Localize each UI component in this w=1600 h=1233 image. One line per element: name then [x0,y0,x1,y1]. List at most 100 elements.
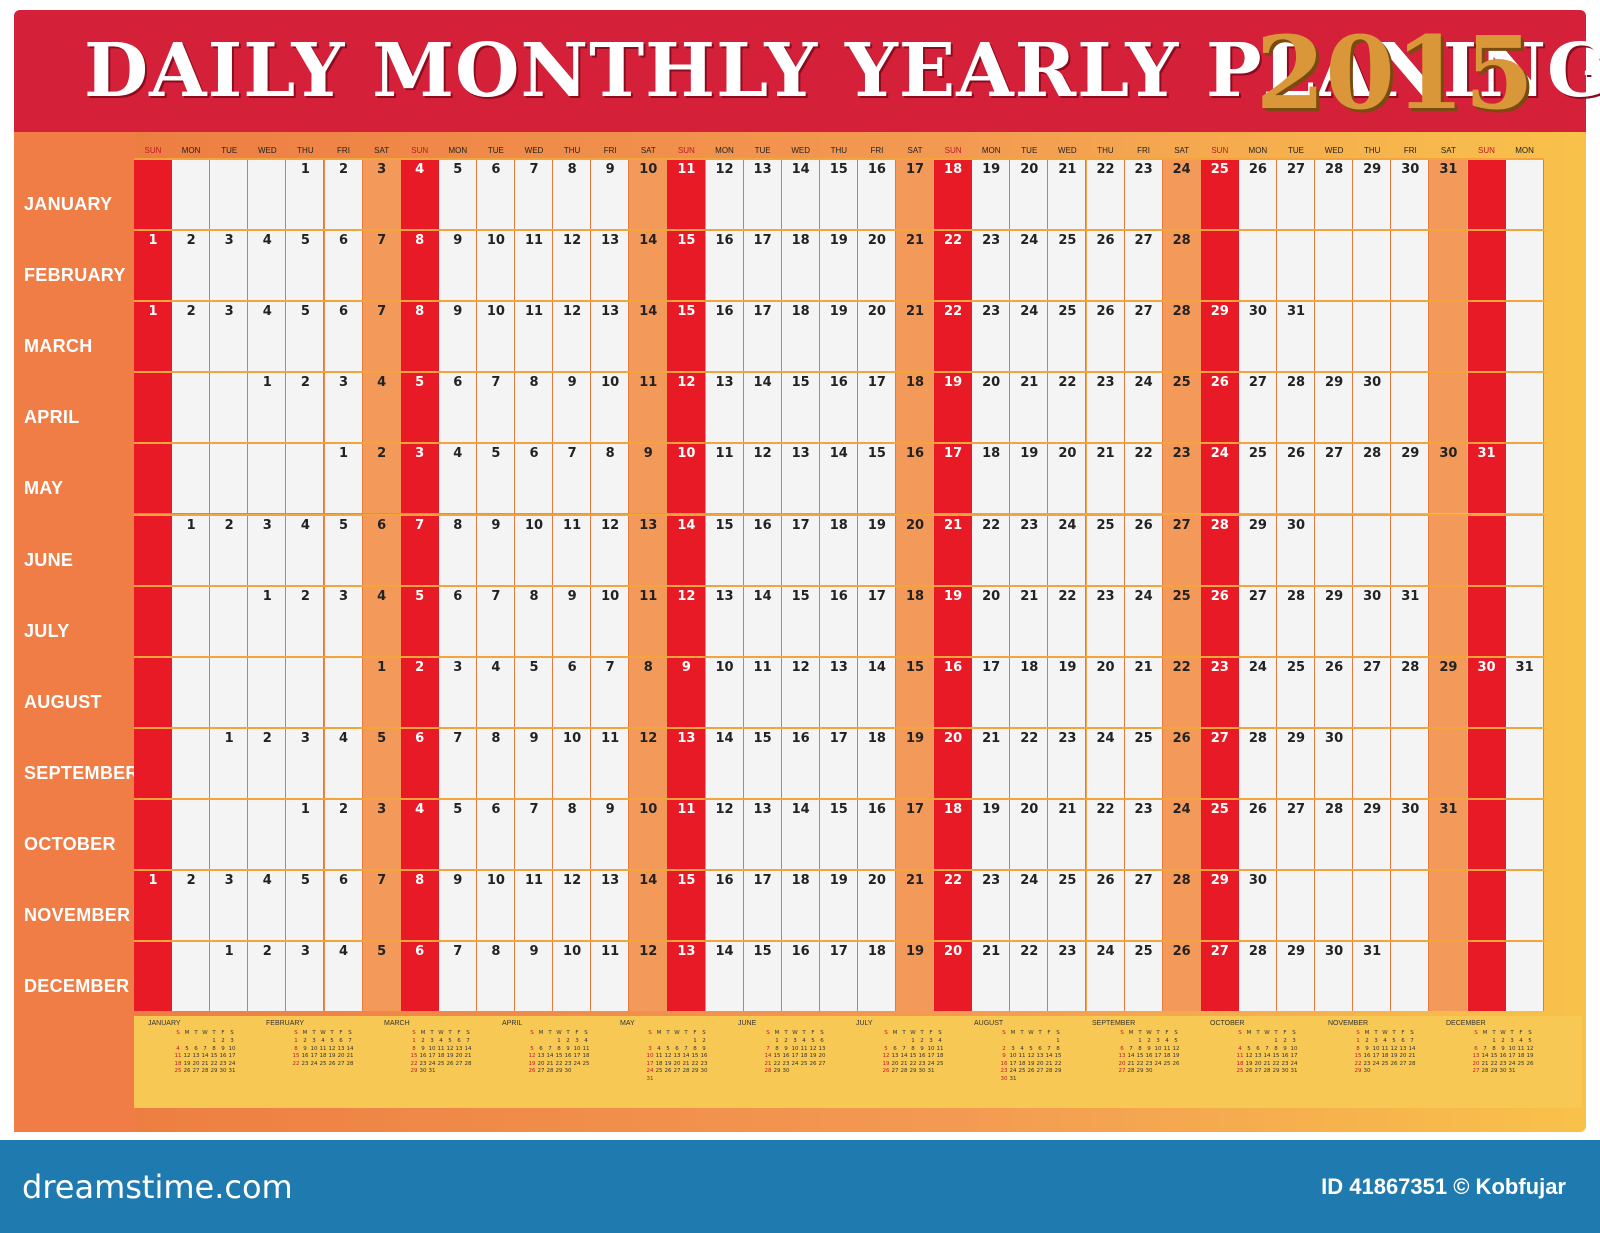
day-cell[interactable]: 2 [286,371,325,443]
day-cell[interactable]: 9 [515,940,553,1012]
day-cell[interactable]: 26 [1238,797,1277,869]
day-cell[interactable]: 20 [934,726,973,798]
day-cell[interactable] [1467,584,1506,656]
day-cell[interactable] [1353,229,1392,301]
day-cell[interactable]: 2 [210,513,249,585]
day-cell[interactable]: 17 [934,442,973,514]
day-cell[interactable]: 19 [896,726,934,798]
day-cell[interactable]: 2 [362,442,401,514]
day-cell[interactable]: 19 [972,158,1011,229]
day-cell[interactable]: 24 [1010,869,1049,940]
day-cell[interactable]: 7 [476,584,515,656]
day-cell[interactable] [134,940,172,1012]
day-cell[interactable]: 1 [362,655,401,727]
day-cell[interactable]: 15 [781,584,820,656]
day-cell[interactable]: 18 [819,513,858,585]
day-cell[interactable]: 12 [781,655,820,727]
day-cell[interactable]: 7 [400,513,439,585]
day-cell[interactable] [1505,726,1544,798]
day-cell[interactable]: 2 [172,300,211,372]
day-cell[interactable]: 1 [286,158,325,229]
day-cell[interactable]: 9 [553,584,592,656]
day-cell[interactable] [134,726,172,798]
day-cell[interactable]: 21 [896,869,934,940]
day-cell[interactable]: 26 [1200,371,1239,443]
day-cell[interactable]: 10 [591,584,630,656]
day-cell[interactable]: 28 [1353,442,1392,514]
day-cell[interactable] [1467,513,1506,585]
day-cell[interactable]: 2 [172,869,211,940]
day-cell[interactable]: 24 [1124,371,1163,443]
day-cell[interactable]: 2 [324,797,363,869]
day-cell[interactable]: 22 [972,513,1011,585]
day-cell[interactable]: 28 [1391,655,1430,727]
day-cell[interactable]: 30 [1353,371,1392,443]
day-cell[interactable]: 6 [362,513,401,585]
day-cell[interactable]: 20 [972,371,1011,443]
day-cell[interactable]: 29 [1353,158,1392,229]
day-cell[interactable]: 7 [553,442,592,514]
day-cell[interactable]: 15 [743,726,782,798]
day-cell[interactable]: 18 [781,229,820,301]
day-cell[interactable]: 12 [743,442,782,514]
day-cell[interactable]: 16 [781,940,820,1012]
day-cell[interactable] [172,726,211,798]
day-cell[interactable]: 11 [629,371,668,443]
day-cell[interactable]: 20 [857,300,896,372]
day-cell[interactable]: 12 [667,371,706,443]
day-cell[interactable]: 25 [1048,229,1087,301]
day-cell[interactable]: 27 [1277,797,1315,869]
day-cell[interactable] [1429,300,1468,372]
day-cell[interactable]: 1 [134,869,172,940]
day-cell[interactable]: 28 [1315,797,1354,869]
day-cell[interactable]: 24 [1200,442,1239,514]
day-cell[interactable]: 7 [438,726,477,798]
day-cell[interactable] [172,940,211,1012]
day-cell[interactable]: 3 [362,797,401,869]
day-cell[interactable]: 15 [857,442,896,514]
day-cell[interactable]: 16 [819,584,858,656]
day-cell[interactable] [134,158,172,229]
day-cell[interactable]: 24 [1238,655,1277,727]
day-cell[interactable]: 29 [1315,584,1354,656]
day-cell[interactable]: 4 [476,655,515,727]
day-cell[interactable]: 3 [362,158,401,229]
day-cell[interactable]: 12 [591,513,630,585]
day-cell[interactable]: 9 [476,513,515,585]
day-cell[interactable] [1505,442,1544,514]
day-cell[interactable]: 11 [591,726,630,798]
day-cell[interactable] [134,371,172,443]
day-cell[interactable]: 5 [286,300,325,372]
day-cell[interactable]: 17 [896,797,934,869]
day-cell[interactable]: 7 [362,869,401,940]
day-cell[interactable]: 28 [1162,300,1201,372]
day-cell[interactable]: 26 [1162,940,1201,1012]
day-cell[interactable]: 5 [515,655,553,727]
day-cell[interactable]: 16 [705,869,744,940]
day-cell[interactable]: 1 [172,513,211,585]
day-cell[interactable] [1391,371,1430,443]
day-cell[interactable]: 31 [1277,300,1315,372]
day-cell[interactable]: 29 [1200,300,1239,372]
day-cell[interactable]: 24 [1048,513,1087,585]
day-cell[interactable]: 18 [896,584,934,656]
day-cell[interactable] [1429,371,1468,443]
day-cell[interactable]: 19 [896,940,934,1012]
day-cell[interactable]: 14 [705,940,744,1012]
day-cell[interactable]: 12 [705,158,744,229]
day-cell[interactable]: 14 [781,797,820,869]
day-cell[interactable]: 13 [667,726,706,798]
day-cell[interactable] [1505,158,1544,229]
day-cell[interactable]: 14 [629,300,668,372]
day-cell[interactable]: 13 [743,797,782,869]
day-cell[interactable]: 18 [1010,655,1049,727]
day-cell[interactable]: 23 [972,300,1011,372]
day-cell[interactable]: 24 [1162,158,1201,229]
day-cell[interactable]: 13 [705,584,744,656]
day-cell[interactable]: 2 [324,158,363,229]
day-cell[interactable]: 16 [819,371,858,443]
day-cell[interactable]: 7 [515,158,553,229]
day-cell[interactable]: 6 [553,655,592,727]
day-cell[interactable]: 5 [438,158,477,229]
day-cell[interactable]: 8 [629,655,668,727]
